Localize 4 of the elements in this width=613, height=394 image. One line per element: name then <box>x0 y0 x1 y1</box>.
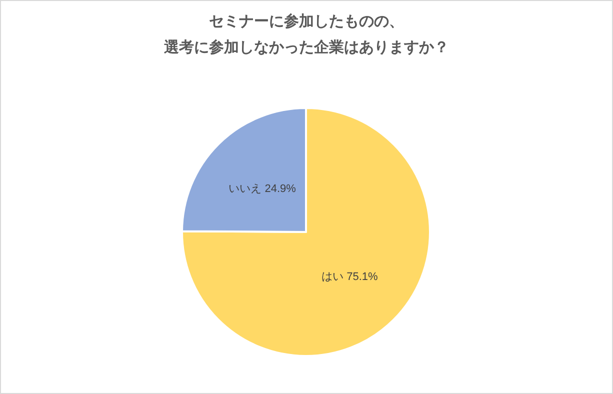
chart-title: セミナーに参加したものの、選考に参加しなかった企業はありますか？ <box>163 13 449 56</box>
pie-slice <box>181 107 431 357</box>
slice-label: いいえ 24.9% <box>228 183 296 196</box>
slice-label: はい 75.1% <box>322 270 378 283</box>
